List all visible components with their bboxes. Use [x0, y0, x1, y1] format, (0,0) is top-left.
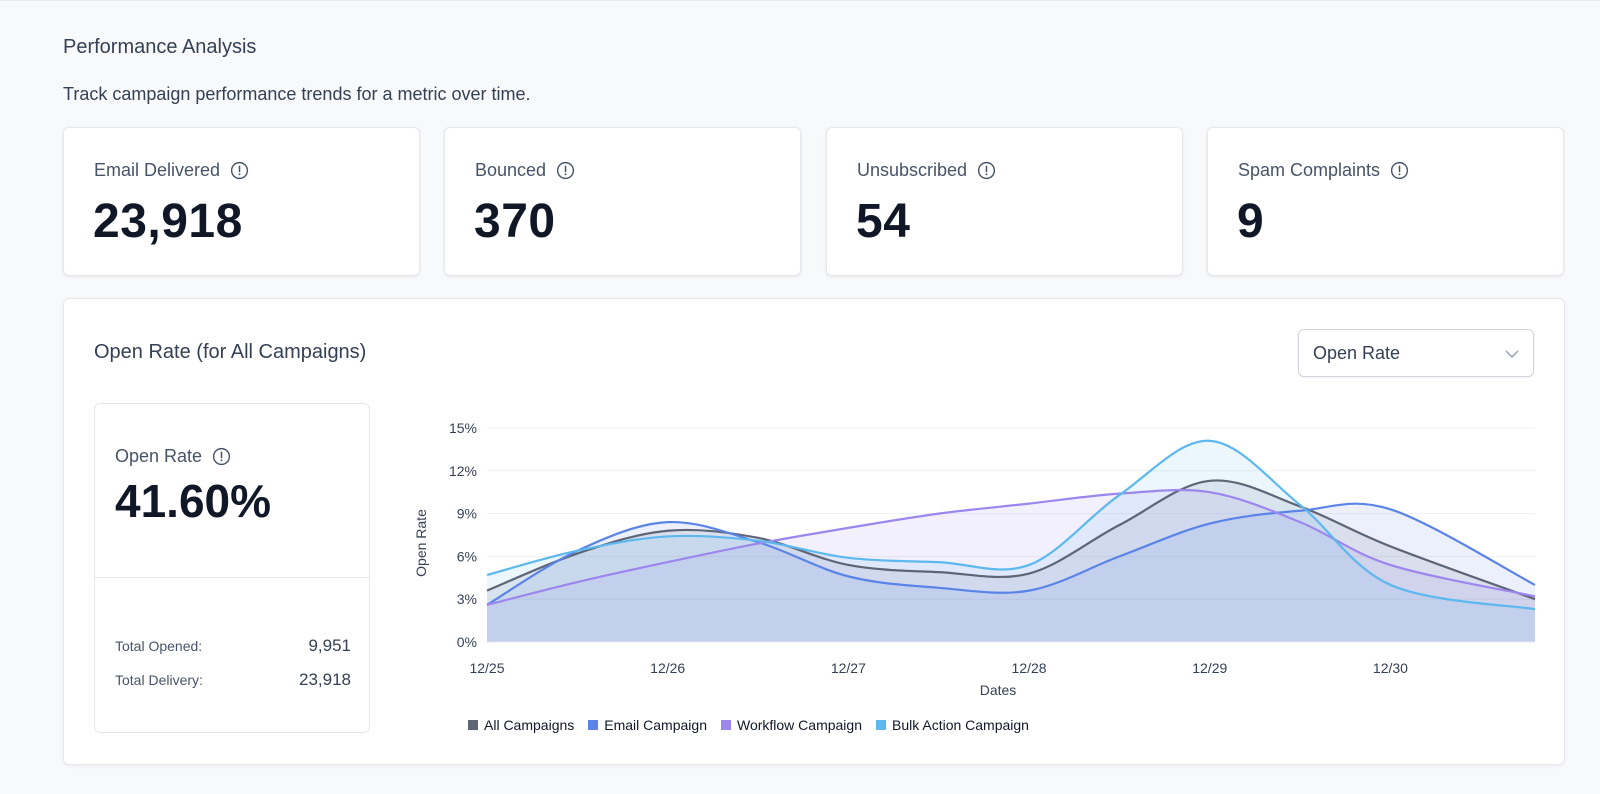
x-tick-label: 12/29: [1192, 660, 1227, 676]
y-tick-label: 12%: [449, 463, 477, 479]
stat-card-unsubscribed: Unsubscribed 54: [826, 127, 1183, 276]
series-area: [487, 490, 1535, 642]
summary-value: 41.60%: [115, 475, 272, 527]
stat-label: Bounced: [475, 160, 547, 180]
series-area: [487, 440, 1535, 642]
legend-item[interactable]: Bulk Action Campaign: [876, 717, 1029, 733]
series-line: [486, 502, 1536, 606]
legend-item[interactable]: Workflow Campaign: [720, 717, 862, 733]
chevron-down-icon: [1505, 343, 1519, 364]
y-tick-label: 15%: [449, 420, 477, 436]
summary-label: Open Rate: [115, 446, 203, 466]
series-line: [486, 479, 1536, 601]
open-rate-summary: Open Rate 41.60% Total Opened: 9,951 Tot…: [94, 403, 370, 733]
summary-row-total-delivery: Total Delivery: 23,918: [115, 670, 351, 690]
stat-label: Spam Complaints: [1238, 160, 1381, 180]
stat-value: 9: [1237, 195, 1265, 248]
info-icon[interactable]: [212, 447, 231, 466]
summary-row-key: Total Opened:: [115, 638, 203, 654]
summary-row-value: 23,918: [299, 670, 351, 689]
page-subtitle: Track campaign performance trends for a …: [63, 84, 531, 104]
open-rate-chart: 0% 3% 6% 9% 12% 15% 12/25 12/26 12/27 12/28 12/29 1…: [413, 420, 1536, 698]
series-area: [487, 480, 1535, 642]
stat-value: 54: [856, 195, 911, 248]
chart-panel: Open Rate (for All Campaigns) Open Rate …: [63, 298, 1565, 765]
info-icon[interactable]: [230, 161, 249, 180]
info-icon[interactable]: [1390, 161, 1409, 180]
top-divider: [0, 0, 1600, 1]
stat-label-row: Unsubscribed: [857, 160, 996, 181]
x-tick-label: 12/25: [469, 660, 504, 676]
legend-swatch: [720, 720, 731, 730]
stat-label: Email Delivered: [94, 160, 221, 180]
series-line: [486, 439, 1536, 611]
summary-divider: [95, 577, 369, 578]
page-title: Performance Analysis: [63, 36, 257, 58]
legend-label: Workflow Campaign: [736, 717, 862, 733]
stat-label-row: Bounced: [475, 160, 575, 181]
summary-label-row: Open Rate: [115, 446, 231, 467]
legend-label: All Campaigns: [484, 717, 575, 733]
chart-legend: All Campaigns Email Campaign Workflow Camp…: [468, 717, 1029, 733]
legend-swatch: [876, 720, 886, 730]
x-tick-label: 12/28: [1012, 660, 1047, 676]
chart-panel-title: Open Rate (for All Campaigns): [94, 341, 367, 363]
stat-card-email-delivered: Email Delivered 23,918: [63, 127, 420, 276]
metric-select[interactable]: Open Rate: [1298, 329, 1534, 377]
legend-label: Email Campaign: [604, 717, 707, 733]
stat-value: 370: [474, 195, 556, 248]
y-tick-label: 6%: [457, 548, 477, 564]
y-tick-label: 3%: [457, 591, 477, 607]
stat-label-row: Spam Complaints: [1238, 160, 1409, 181]
legend-label: Bulk Action Campaign: [892, 717, 1029, 733]
legend-swatch: [588, 720, 599, 730]
stat-card-spam-complaints: Spam Complaints 9: [1207, 127, 1564, 276]
y-axis-title: Open Rate: [413, 509, 429, 577]
stat-label: Unsubscribed: [857, 160, 968, 180]
stat-value: 23,918: [93, 195, 243, 248]
stat-card-bounced: Bounced 370: [444, 127, 801, 276]
legend-item[interactable]: All Campaigns: [468, 717, 574, 733]
summary-row-value: 9,951: [308, 636, 351, 655]
info-icon[interactable]: [977, 161, 996, 180]
summary-row-total-opened: Total Opened: 9,951: [115, 636, 351, 656]
legend-swatch: [468, 720, 478, 730]
info-icon[interactable]: [556, 161, 575, 180]
series-area: [487, 503, 1535, 642]
x-axis-title: Dates: [980, 682, 1017, 698]
x-tick-label: 12/26: [650, 660, 685, 676]
y-tick-label: 9%: [457, 506, 477, 522]
y-tick-label: 0%: [457, 634, 477, 650]
metric-select-value: Open Rate: [1313, 342, 1401, 363]
summary-row-key: Total Delivery:: [115, 672, 203, 688]
x-tick-label: 12/27: [831, 660, 866, 676]
legend-item[interactable]: Email Campaign: [588, 717, 707, 733]
stat-label-row: Email Delivered: [94, 160, 249, 181]
x-tick-label: 12/30: [1373, 660, 1408, 676]
